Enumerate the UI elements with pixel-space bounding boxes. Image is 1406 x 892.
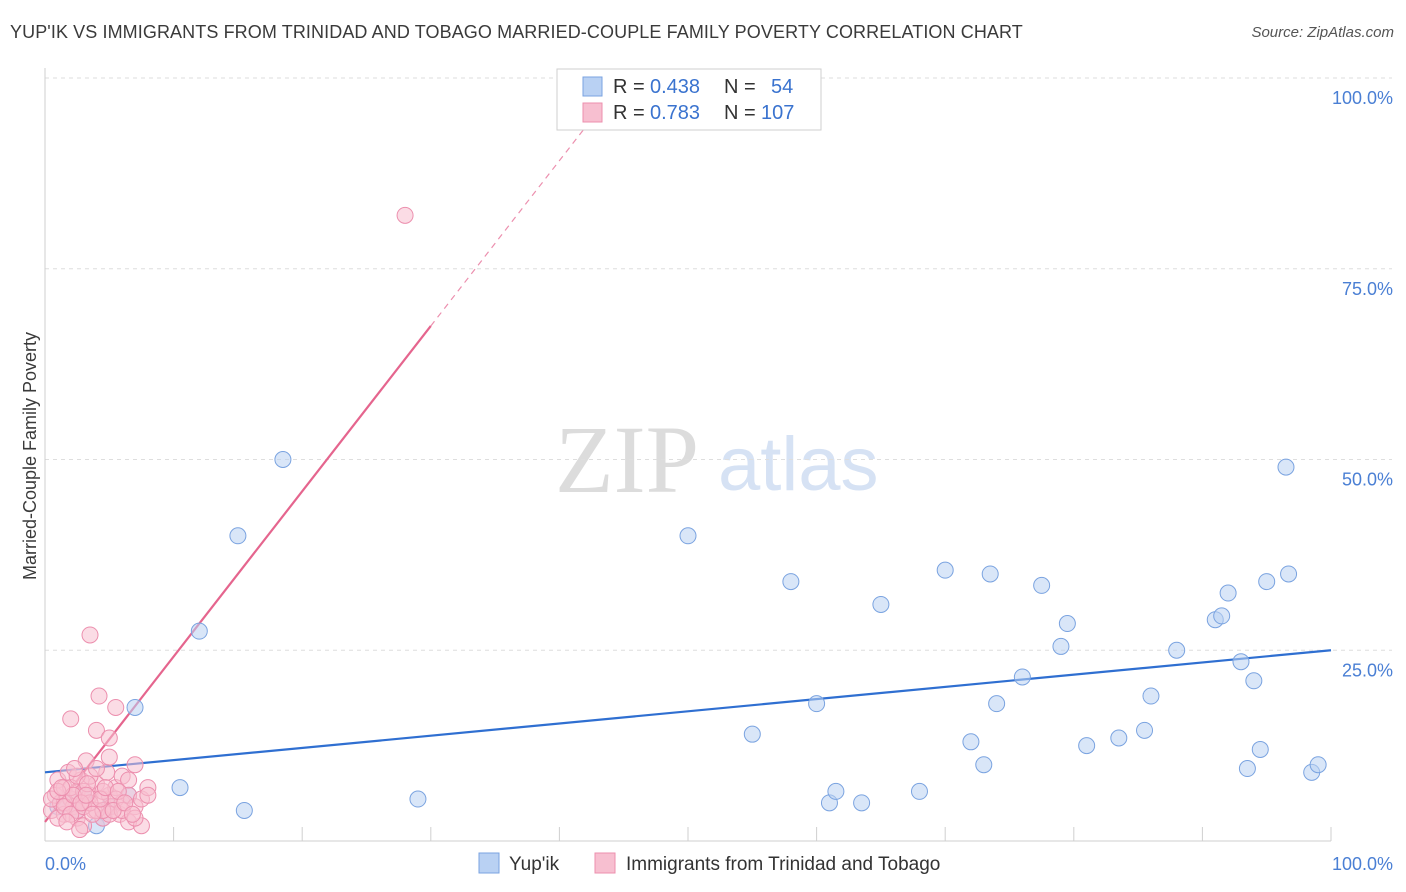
y-tick-label: 100.0%: [1332, 88, 1393, 108]
point-yupik: [1136, 721, 1154, 739]
gridlines: [45, 77, 1392, 651]
point-trinidad: [77, 786, 95, 804]
point-trinidad: [139, 786, 157, 804]
point-trinidad: [66, 760, 84, 778]
point-yupik: [409, 790, 427, 808]
point-yupik: [274, 451, 292, 468]
point-yupik: [872, 595, 890, 613]
data-points: [42, 206, 1327, 839]
legend-r-label: R =: [613, 76, 645, 98]
point-yupik: [1058, 615, 1076, 633]
point-yupik: [1232, 653, 1250, 671]
y-tick-label: 50.0%: [1342, 470, 1393, 490]
y-tick-label: 75.0%: [1342, 279, 1393, 299]
point-yupik: [936, 561, 954, 579]
x-tick-label: 100.0%: [1332, 854, 1393, 874]
tick-labels: 100.0% 75.0% 50.0% 25.0% 0.0% 100.0%: [45, 88, 1393, 874]
x-tick-label: 0.0%: [45, 854, 86, 874]
point-trinidad: [58, 813, 76, 831]
point-trinidad: [396, 206, 414, 224]
trend-extension-trinidad: [430, 127, 586, 327]
point-yupik: [1277, 458, 1295, 476]
legend-r-value: 0.783: [650, 102, 700, 124]
point-yupik: [988, 695, 1006, 713]
point-yupik: [782, 573, 800, 591]
point-yupik: [1168, 641, 1186, 659]
watermark-atlas: atlas: [718, 422, 879, 507]
point-trinidad: [87, 721, 105, 739]
point-yupik: [235, 801, 253, 819]
trend-line-trinidad: [44, 325, 432, 823]
y-axis-label: Married-Couple Family Poverty: [20, 332, 40, 580]
point-trinidad: [81, 626, 99, 644]
bottom-legend-swatch-blue: [478, 852, 500, 874]
point-yupik: [975, 756, 993, 774]
point-trinidad: [100, 729, 118, 747]
legend-n-value: 54: [771, 76, 793, 98]
point-yupik: [981, 565, 999, 583]
legend-n-label: N =: [724, 76, 756, 98]
legend-box: R = 0.438 N = 54 R = 0.783 N = 107: [556, 68, 822, 131]
watermark-zip: ZIP: [555, 406, 699, 513]
source-credit: Source: ZipAtlas.com: [1251, 24, 1394, 41]
point-yupik: [743, 725, 761, 743]
point-yupik: [1110, 729, 1128, 747]
trend-line-yupik: [44, 649, 1332, 774]
legend-r-label: R =: [613, 102, 645, 124]
point-yupik: [910, 782, 928, 800]
point-trinidad: [100, 748, 118, 766]
point-yupik: [126, 698, 144, 716]
point-yupik: [1052, 637, 1070, 655]
point-trinidad: [87, 760, 105, 778]
point-yupik: [1309, 756, 1327, 774]
chart-title: YUP'IK VS IMMIGRANTS FROM TRINIDAD AND T…: [10, 22, 1023, 42]
point-trinidad: [107, 698, 125, 716]
point-yupik: [1142, 687, 1160, 705]
point-yupik: [229, 527, 247, 545]
point-yupik: [679, 527, 697, 545]
bottom-legend-swatch-pink: [594, 852, 616, 874]
point-yupik: [1280, 565, 1298, 583]
point-yupik: [853, 794, 871, 812]
point-yupik: [1245, 672, 1263, 690]
point-yupik: [827, 782, 845, 800]
point-trinidad: [62, 710, 80, 728]
bottom-legend: Yup'ik Immigrants from Trinidad and Toba…: [478, 852, 940, 875]
point-yupik: [190, 622, 208, 640]
point-trinidad: [90, 687, 108, 705]
point-trinidad: [123, 805, 141, 823]
point-yupik: [962, 733, 980, 751]
point-yupik: [1013, 668, 1031, 686]
legend-swatch-blue: [582, 76, 603, 97]
point-yupik: [1258, 573, 1276, 591]
axes: [44, 68, 1332, 842]
legend-r-value: 0.438: [650, 76, 700, 98]
point-yupik: [1219, 584, 1237, 602]
point-yupik: [1238, 760, 1256, 778]
legend-n-label: N =: [724, 102, 756, 124]
point-yupik: [171, 779, 189, 797]
bottom-legend-label: Immigrants from Trinidad and Tobago: [626, 854, 940, 875]
y-tick-label: 25.0%: [1342, 660, 1393, 680]
point-yupik: [1033, 576, 1051, 594]
point-yupik: [1213, 607, 1231, 625]
point-yupik: [808, 695, 826, 713]
point-trinidad: [71, 821, 89, 839]
legend-swatch-pink: [582, 102, 603, 123]
point-trinidad: [126, 756, 144, 774]
point-trinidad: [84, 805, 102, 823]
point-trinidad: [120, 771, 138, 789]
point-yupik: [1078, 737, 1096, 755]
legend-n-value: 107: [761, 102, 794, 124]
point-yupik: [1251, 740, 1269, 758]
bottom-legend-label: Yup'ik: [509, 854, 560, 875]
point-trinidad: [53, 779, 71, 797]
